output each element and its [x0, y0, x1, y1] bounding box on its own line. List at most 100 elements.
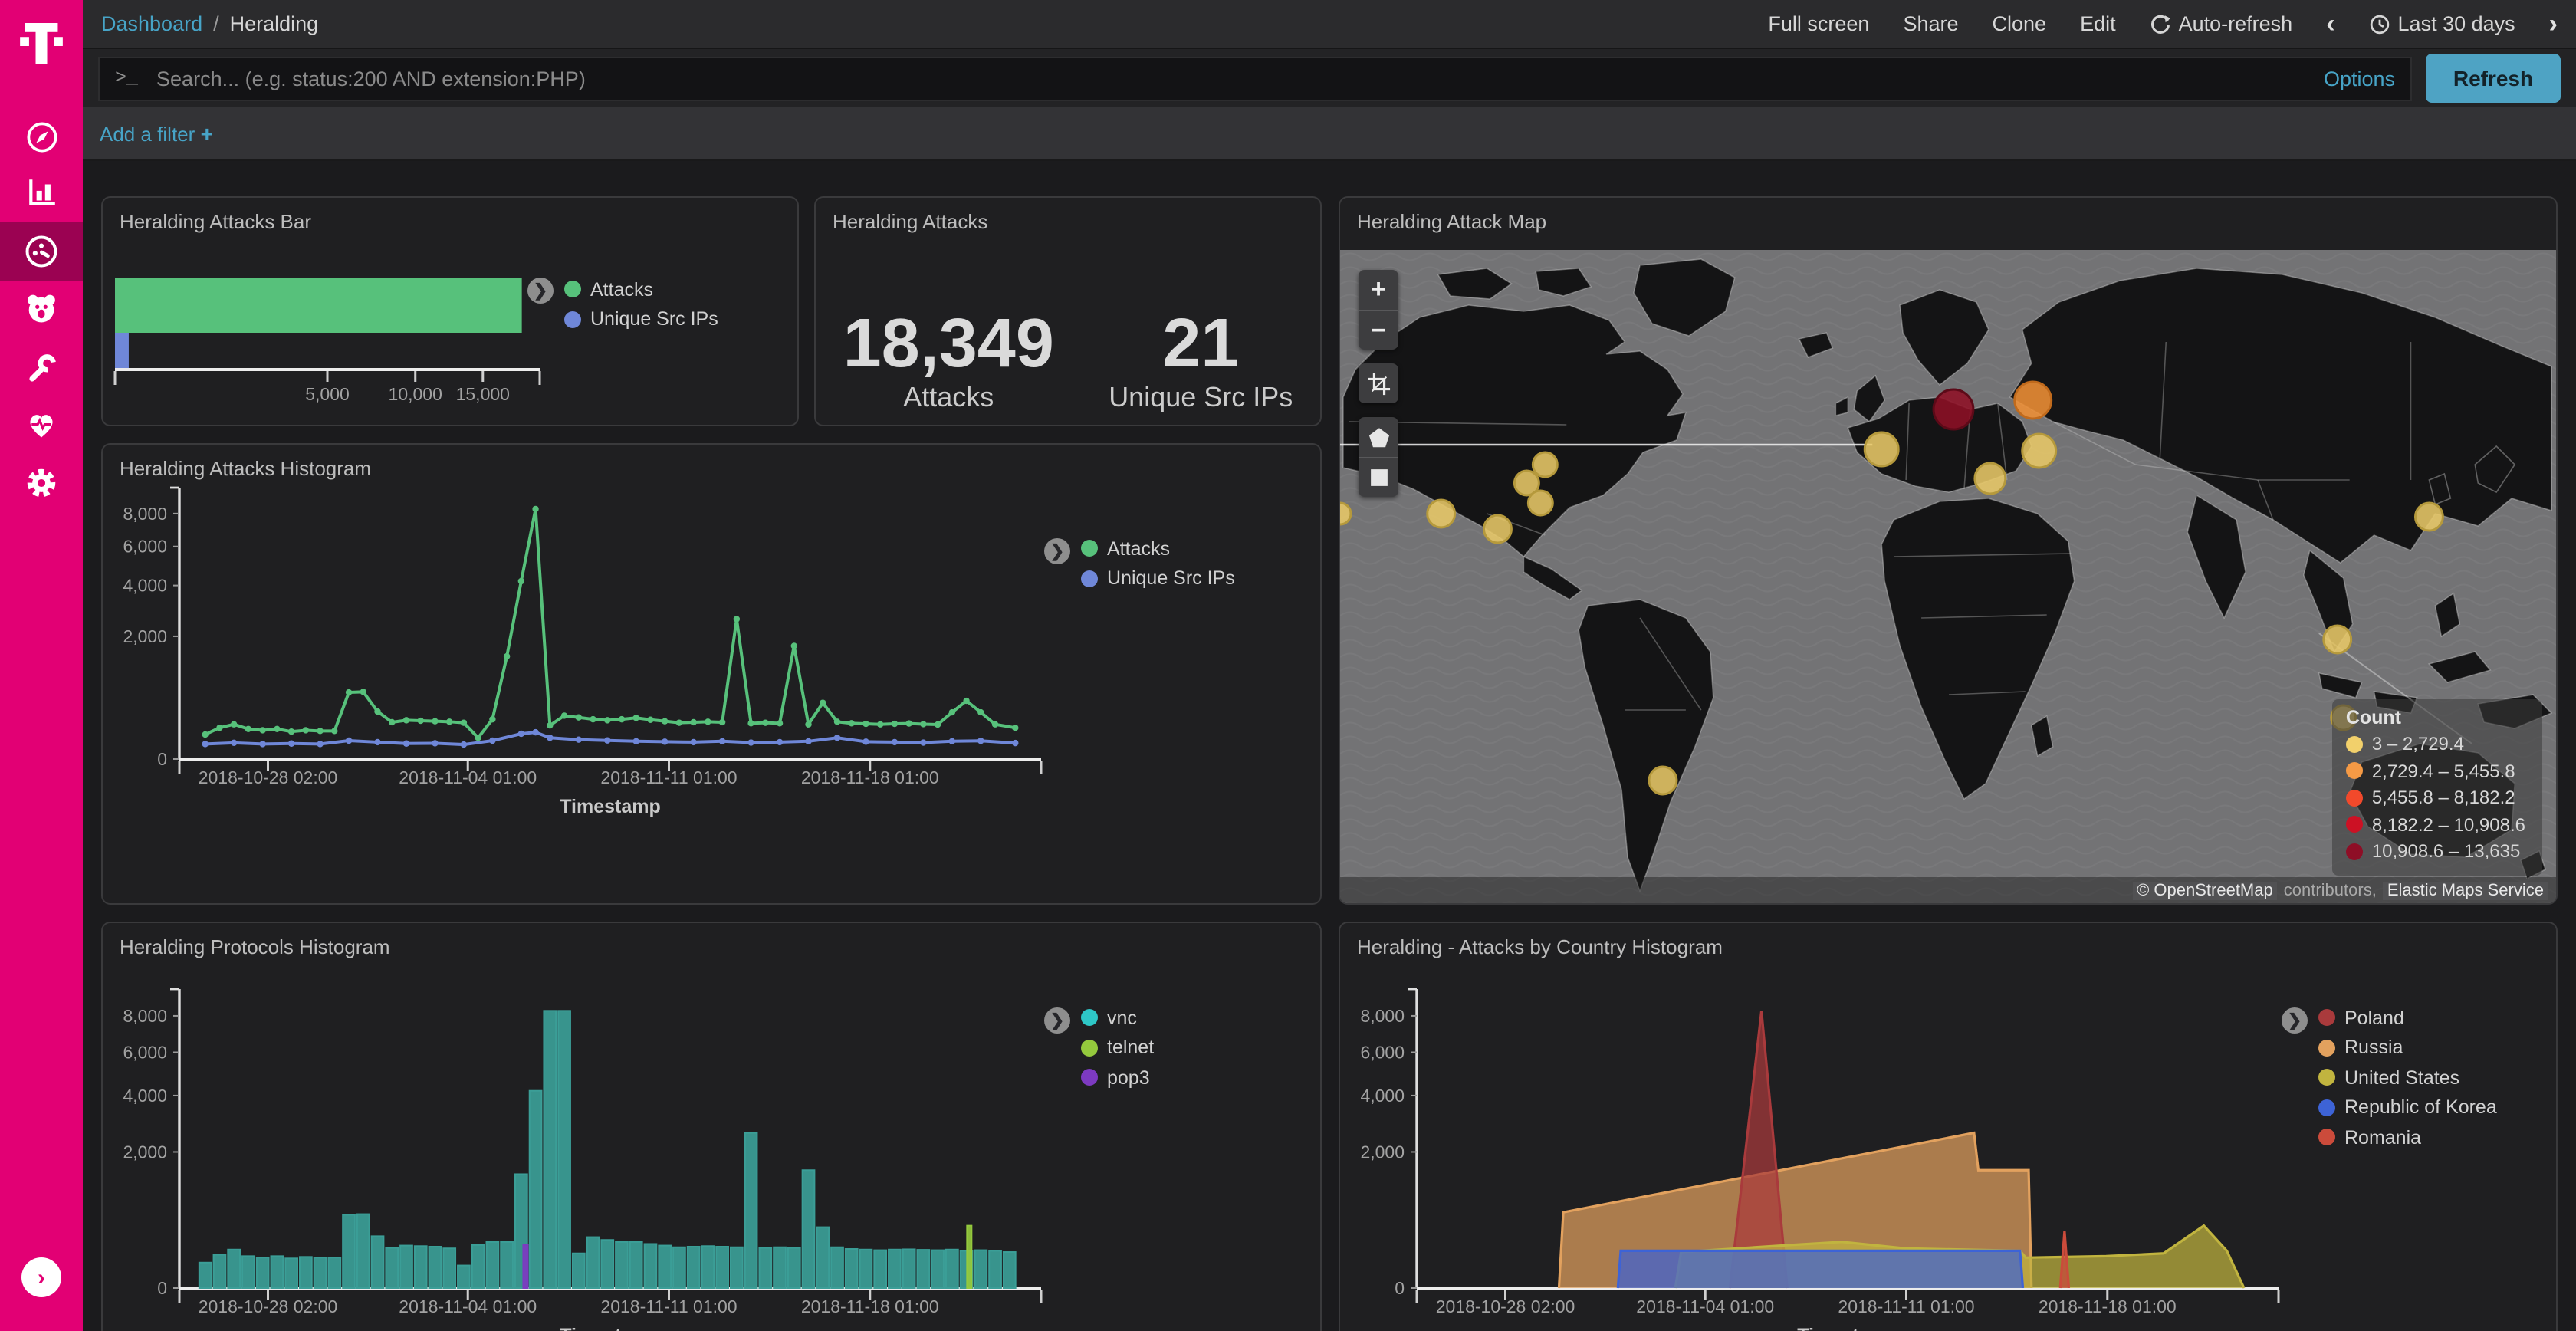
- legend-item[interactable]: Attacks: [1081, 534, 1235, 564]
- polygon-icon: [1367, 426, 1390, 449]
- map-zoom-in-button[interactable]: +: [1359, 270, 1398, 310]
- map-zoom-out-button[interactable]: −: [1359, 310, 1398, 350]
- time-range-button[interactable]: Last 30 days: [2369, 12, 2515, 35]
- sidebar-item-bear[interactable]: [0, 281, 83, 336]
- protocols-bar-chart: 02,0004,0006,0008,0002018-10-28 02:00201…: [103, 923, 1322, 1331]
- legend-item[interactable]: United States: [2318, 1063, 2497, 1093]
- panel-attack-map: Heralding Attack Map: [1339, 196, 2558, 905]
- metric-label: Attacks: [843, 382, 1054, 414]
- rectangle-icon: [1367, 466, 1390, 489]
- svg-text:8,000: 8,000: [123, 504, 167, 524]
- add-filter-button[interactable]: Add a filter +: [100, 121, 213, 146]
- svg-text:2018-10-28 02:00: 2018-10-28 02:00: [1436, 1296, 1576, 1316]
- breadcrumb-current: Heralding: [230, 12, 319, 35]
- metric-value: 18,349: [843, 308, 1054, 377]
- time-forward-button[interactable]: ›: [2549, 8, 2558, 39]
- tmobile-logo[interactable]: [0, 12, 83, 80]
- legend-item[interactable]: Unique Src IPs: [1081, 564, 1235, 593]
- legend-collapse-button[interactable]: ❯: [1044, 1007, 1070, 1034]
- bar-chart-icon: [25, 176, 58, 208]
- svg-text:5,000: 5,000: [305, 384, 350, 404]
- legend-item[interactable]: telnet: [1081, 1033, 1154, 1063]
- legend-item[interactable]: Attacks: [564, 274, 718, 304]
- legend-item[interactable]: Poland: [2318, 1003, 2497, 1033]
- legend-color-dot: [2318, 1129, 2335, 1146]
- sidebar-item-visualize[interactable]: [0, 164, 83, 219]
- svg-text:15,000: 15,000: [456, 384, 510, 404]
- legend-collapse-button[interactable]: ❯: [527, 278, 554, 304]
- svg-text:2018-11-18 01:00: 2018-11-18 01:00: [2039, 1296, 2177, 1316]
- heartbeat-icon: [25, 408, 58, 442]
- auto-refresh-button[interactable]: Auto-refresh: [2150, 12, 2293, 35]
- sidebar-item-monitoring[interactable]: [0, 397, 83, 452]
- breadcrumb-separator: /: [213, 12, 219, 35]
- svg-text:2018-11-18 01:00: 2018-11-18 01:00: [801, 767, 939, 787]
- map-count-legend: Count 3 – 2,729.42,729.4 – 5,455.85,455.…: [2332, 698, 2542, 876]
- top-menu: Full screen Share Clone Edit Auto-refres…: [1768, 8, 2558, 39]
- plus-icon: +: [201, 121, 213, 146]
- legend-label: Republic of Korea: [2344, 1097, 2497, 1119]
- full-screen-button[interactable]: Full screen: [1768, 12, 1869, 35]
- legend-label: Attacks: [1107, 538, 1170, 560]
- clone-button[interactable]: Clone: [1993, 12, 2047, 35]
- search-bar-row: >_ Options Refresh: [83, 49, 2576, 107]
- sidebar-item-dashboard[interactable]: [0, 222, 83, 281]
- panel-title: Heralding Attack Map: [1357, 210, 1546, 233]
- svg-text:2,000: 2,000: [1360, 1142, 1405, 1162]
- legend-label: pop3: [1107, 1067, 1150, 1089]
- sidebar-item-management[interactable]: [0, 455, 83, 511]
- legend-label: Unique Src IPs: [1107, 568, 1235, 590]
- svg-text:6,000: 6,000: [1360, 1042, 1405, 1062]
- terminal-prompt-icon: >_: [115, 67, 138, 89]
- svg-text:4,000: 4,000: [123, 576, 167, 596]
- options-link[interactable]: Options: [2324, 67, 2395, 90]
- legend-item[interactable]: Republic of Korea: [2318, 1093, 2497, 1122]
- osm-attribution[interactable]: © OpenStreetMap: [2132, 881, 2278, 899]
- legend-item[interactable]: Romania: [2318, 1122, 2497, 1152]
- breadcrumb-dashboard-link[interactable]: Dashboard: [101, 12, 202, 35]
- world-map[interactable]: + −: [1340, 250, 2556, 903]
- svg-text:2018-10-28 02:00: 2018-10-28 02:00: [199, 1296, 338, 1316]
- kibana-dashboard-app: › Dashboard / Heralding Full screen Shar…: [0, 0, 2576, 1331]
- bear-icon: [25, 291, 58, 325]
- legend-collapse-button[interactable]: ❯: [1044, 538, 1070, 564]
- chevron-right-icon: ›: [38, 1264, 45, 1290]
- legend-item[interactable]: vnc: [1081, 1003, 1154, 1033]
- legend-item[interactable]: pop3: [1081, 1063, 1154, 1093]
- panel-attacks-histogram: Heralding Attacks Histogram 02,0004,0006…: [101, 443, 1322, 905]
- edit-button[interactable]: Edit: [2080, 12, 2116, 35]
- time-back-button[interactable]: ‹: [2326, 8, 2334, 39]
- map-controls: + −: [1359, 270, 1398, 497]
- map-draw-rectangle-button[interactable]: [1359, 457, 1398, 497]
- legend-item[interactable]: Russia: [2318, 1033, 2497, 1063]
- filter-bar: Add a filter +: [83, 107, 2576, 161]
- svg-text:2018-11-04 01:00: 2018-11-04 01:00: [1636, 1296, 1774, 1316]
- sidebar-item-dev-tools[interactable]: [0, 340, 83, 396]
- panel-attacks-metric: Heralding Attacks 18,349 Attacks 21 Uniq…: [814, 196, 1322, 426]
- metric-attacks: 18,349 Attacks: [843, 308, 1054, 414]
- map-legend-range: 2,729.4 – 5,455.8: [2346, 758, 2525, 784]
- search-input[interactable]: [153, 65, 2308, 91]
- gauge-icon: [25, 235, 58, 268]
- refresh-button[interactable]: Refresh: [2426, 54, 2561, 103]
- map-legend-title: Count: [2346, 706, 2525, 728]
- legend-color-dot: [2318, 1040, 2335, 1057]
- legend-color-dot: [2318, 1010, 2335, 1027]
- legend-color-dot: [564, 281, 581, 298]
- svg-text:2018-10-28 02:00: 2018-10-28 02:00: [199, 767, 338, 787]
- map-draw-polygon-button[interactable]: [1359, 417, 1398, 457]
- legend-collapse-button[interactable]: ❯: [2282, 1007, 2308, 1034]
- sidebar: ›: [0, 0, 83, 1331]
- metric-group: 18,349 Attacks 21 Unique Src IPs: [816, 308, 1320, 414]
- sidebar-collapse-button[interactable]: ›: [21, 1257, 61, 1297]
- svg-text:0: 0: [157, 749, 167, 769]
- attacks-line-chart: 02,0004,0006,0008,0002018-10-28 02:00201…: [103, 445, 1322, 905]
- legend-item[interactable]: Unique Src IPs: [564, 304, 718, 334]
- legend-label: vnc: [1107, 1007, 1137, 1029]
- sidebar-item-discover[interactable]: [0, 109, 83, 164]
- share-button[interactable]: Share: [1903, 12, 1958, 35]
- ems-attribution[interactable]: Elastic Maps Service: [2383, 881, 2548, 899]
- legend-label: Unique Src IPs: [590, 309, 718, 330]
- map-fit-data-button[interactable]: [1359, 363, 1398, 403]
- compass-icon: [25, 120, 58, 153]
